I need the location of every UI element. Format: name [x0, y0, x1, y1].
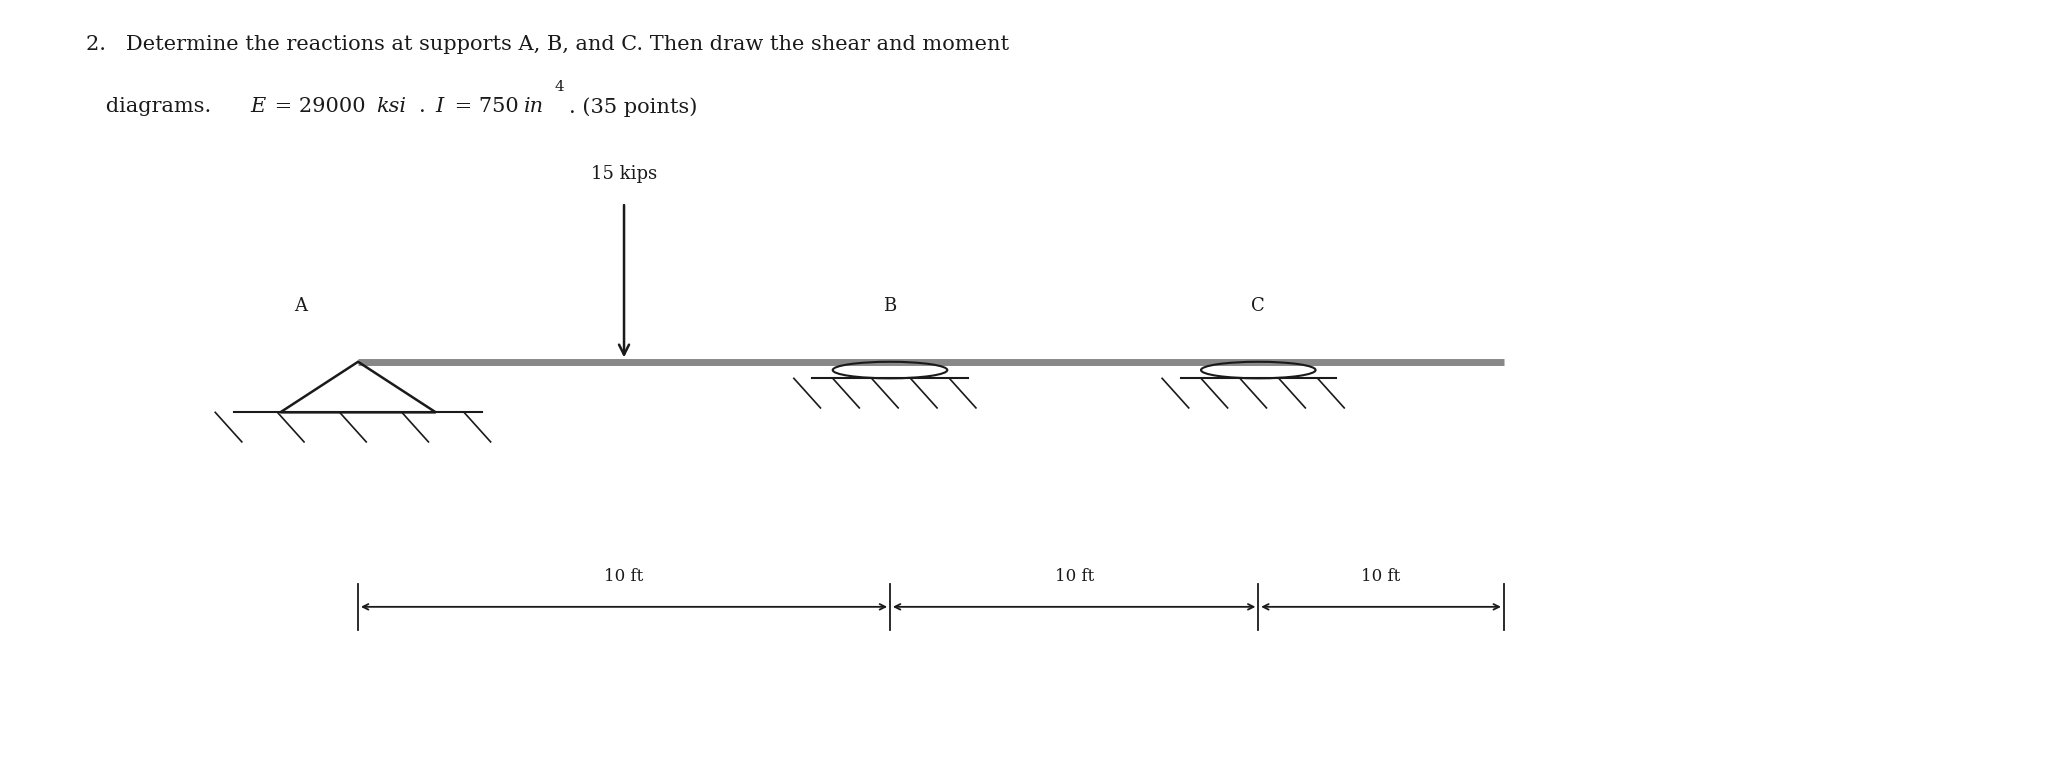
Text: = 750: = 750 — [448, 97, 526, 116]
Text: A: A — [295, 297, 307, 315]
Text: diagrams.: diagrams. — [86, 97, 217, 116]
Text: ksi: ksi — [376, 97, 407, 116]
Text: I: I — [436, 97, 444, 116]
Text: 15 kips: 15 kips — [591, 165, 657, 183]
Text: . (35 points): . (35 points) — [569, 97, 698, 117]
Text: 10 ft: 10 ft — [1054, 568, 1095, 585]
Text: B: B — [884, 297, 896, 315]
Text: 10 ft: 10 ft — [604, 568, 644, 585]
Text: C: C — [1252, 297, 1264, 315]
Text: 4: 4 — [554, 80, 565, 94]
Text: = 29000: = 29000 — [268, 97, 372, 116]
Text: E: E — [250, 97, 266, 116]
Text: 10 ft: 10 ft — [1361, 568, 1402, 585]
Text: in: in — [524, 97, 544, 116]
Text: .: . — [419, 97, 434, 116]
Text: 2.   Determine the reactions at supports A, B, and C. Then draw the shear and mo: 2. Determine the reactions at supports A… — [86, 35, 1009, 54]
